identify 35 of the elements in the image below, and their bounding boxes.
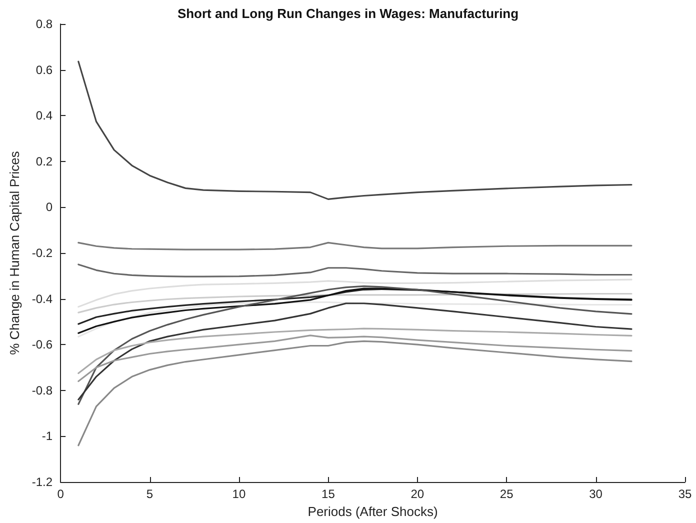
y-tick-label: -0.2 xyxy=(32,246,53,260)
line-series xyxy=(78,264,632,278)
y-tick-label: -1.2 xyxy=(32,475,53,489)
line-series xyxy=(78,292,632,314)
x-tick-label: 20 xyxy=(410,487,424,501)
x-tick-label: 0 xyxy=(57,487,64,501)
y-tick-label: -1 xyxy=(42,429,53,444)
line-series xyxy=(78,334,632,382)
line-series xyxy=(78,242,632,250)
line-series xyxy=(78,285,632,405)
y-axis-title: % Change in Human Capital Prices xyxy=(7,150,22,355)
x-tick-label: 10 xyxy=(232,487,246,501)
x-tick-label: 15 xyxy=(322,487,336,501)
x-tick-label: 25 xyxy=(500,487,514,501)
y-tick-label: 0.2 xyxy=(36,154,53,168)
line-series xyxy=(78,340,632,446)
y-tick-label: -0.4 xyxy=(32,292,53,306)
line-series xyxy=(78,288,632,325)
x-tick-label: 35 xyxy=(678,487,692,501)
y-tick-label: 0.8 xyxy=(36,17,53,31)
chart-title: Short and Long Run Changes in Wages: Manufacturing xyxy=(177,6,519,21)
y-tick-label: 0 xyxy=(46,200,53,214)
y-tick-label: 0.4 xyxy=(36,108,53,123)
line-series xyxy=(78,278,632,308)
x-tick-label: 5 xyxy=(146,487,154,501)
y-tick-label: 0.6 xyxy=(36,62,53,77)
x-tick-label: 30 xyxy=(589,487,603,501)
line-series xyxy=(78,301,632,338)
line-series xyxy=(78,60,632,200)
line-series xyxy=(78,302,632,400)
line-series xyxy=(78,328,632,374)
y-tick-label: -0.6 xyxy=(32,338,53,352)
line-series xyxy=(78,288,632,334)
y-tick-label: -0.8 xyxy=(32,383,53,398)
x-axis-title: Periods (After Shocks) xyxy=(308,504,438,519)
